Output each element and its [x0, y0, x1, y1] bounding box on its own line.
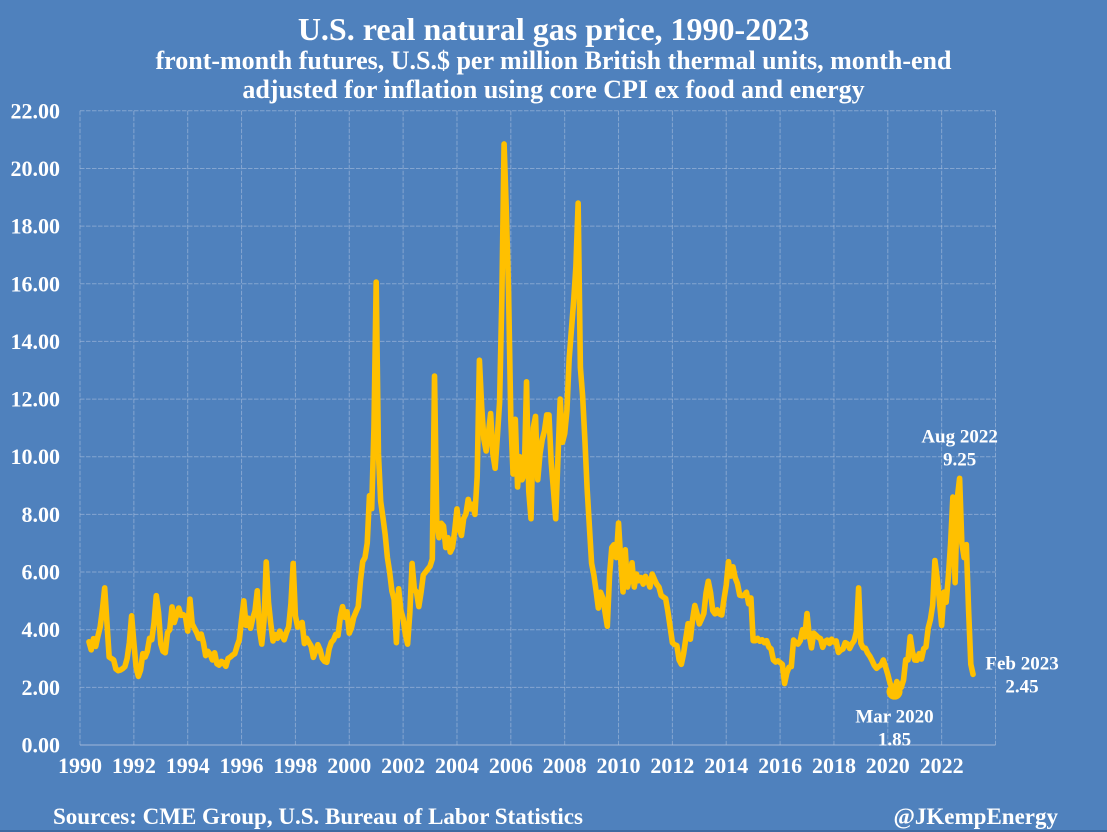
x-tick-label: 2000 [327, 753, 371, 778]
y-tick-label: 14.00 [11, 329, 61, 354]
x-tick-label: 2016 [758, 753, 802, 778]
chart-title: U.S. real natural gas price, 1990-2023 [297, 11, 810, 47]
x-tick-label: 2014 [704, 753, 748, 778]
annotation-mar-2020-value: 1.85 [878, 730, 911, 751]
author-handle: @JKempEnergy [893, 804, 1059, 829]
x-tick-label: 2012 [650, 753, 694, 778]
annotation-feb-2023: Feb 2023 [985, 653, 1058, 674]
y-tick-label: 4.00 [22, 617, 61, 642]
bottom-accent-bar [0, 830, 1107, 832]
y-tick-label: 20.00 [11, 156, 61, 181]
x-tick-label: 1998 [273, 753, 317, 778]
x-tick-label: 1992 [112, 753, 156, 778]
x-tick-label: 2020 [866, 753, 910, 778]
y-tick-label: 2.00 [22, 675, 61, 700]
annotation-aug-2022-value: 9.25 [943, 449, 976, 470]
y-tick-label: 6.00 [22, 560, 61, 585]
y-tick-label: 12.00 [11, 387, 61, 412]
y-tick-label: 8.00 [22, 502, 61, 527]
x-tick-label: 2018 [812, 753, 856, 778]
chart-subtitle-line2: adjusted for inflation using core CPI ex… [242, 75, 865, 104]
x-tick-label: 2006 [489, 753, 533, 778]
annotation-feb-2023-value: 2.45 [1005, 676, 1038, 697]
x-tick-label: 1990 [58, 753, 102, 778]
x-tick-label: 1994 [166, 753, 210, 778]
annotation-aug-2022: Aug 2022 [921, 426, 998, 447]
y-tick-label: 18.00 [11, 214, 61, 239]
annotation-mar-2020: Mar 2020 [855, 707, 933, 728]
x-tick-label: 2022 [920, 753, 964, 778]
chart-subtitle-line1: front-month futures, U.S.$ per million B… [155, 46, 952, 75]
x-tick-label: 1996 [220, 753, 264, 778]
sources-note: Sources: CME Group, U.S. Bureau of Labor… [53, 804, 583, 829]
x-tick-label: 2004 [435, 753, 479, 778]
y-tick-label: 16.00 [11, 271, 61, 296]
price-line [86, 141, 976, 695]
x-tick-label: 2002 [381, 753, 425, 778]
y-tick-label: 0.00 [22, 733, 61, 758]
x-tick-label: 2008 [543, 753, 587, 778]
y-tick-label: 10.00 [11, 444, 61, 469]
x-tick-label: 2010 [597, 753, 641, 778]
y-tick-label: 22.00 [11, 98, 61, 123]
low-point-marker [886, 683, 903, 700]
